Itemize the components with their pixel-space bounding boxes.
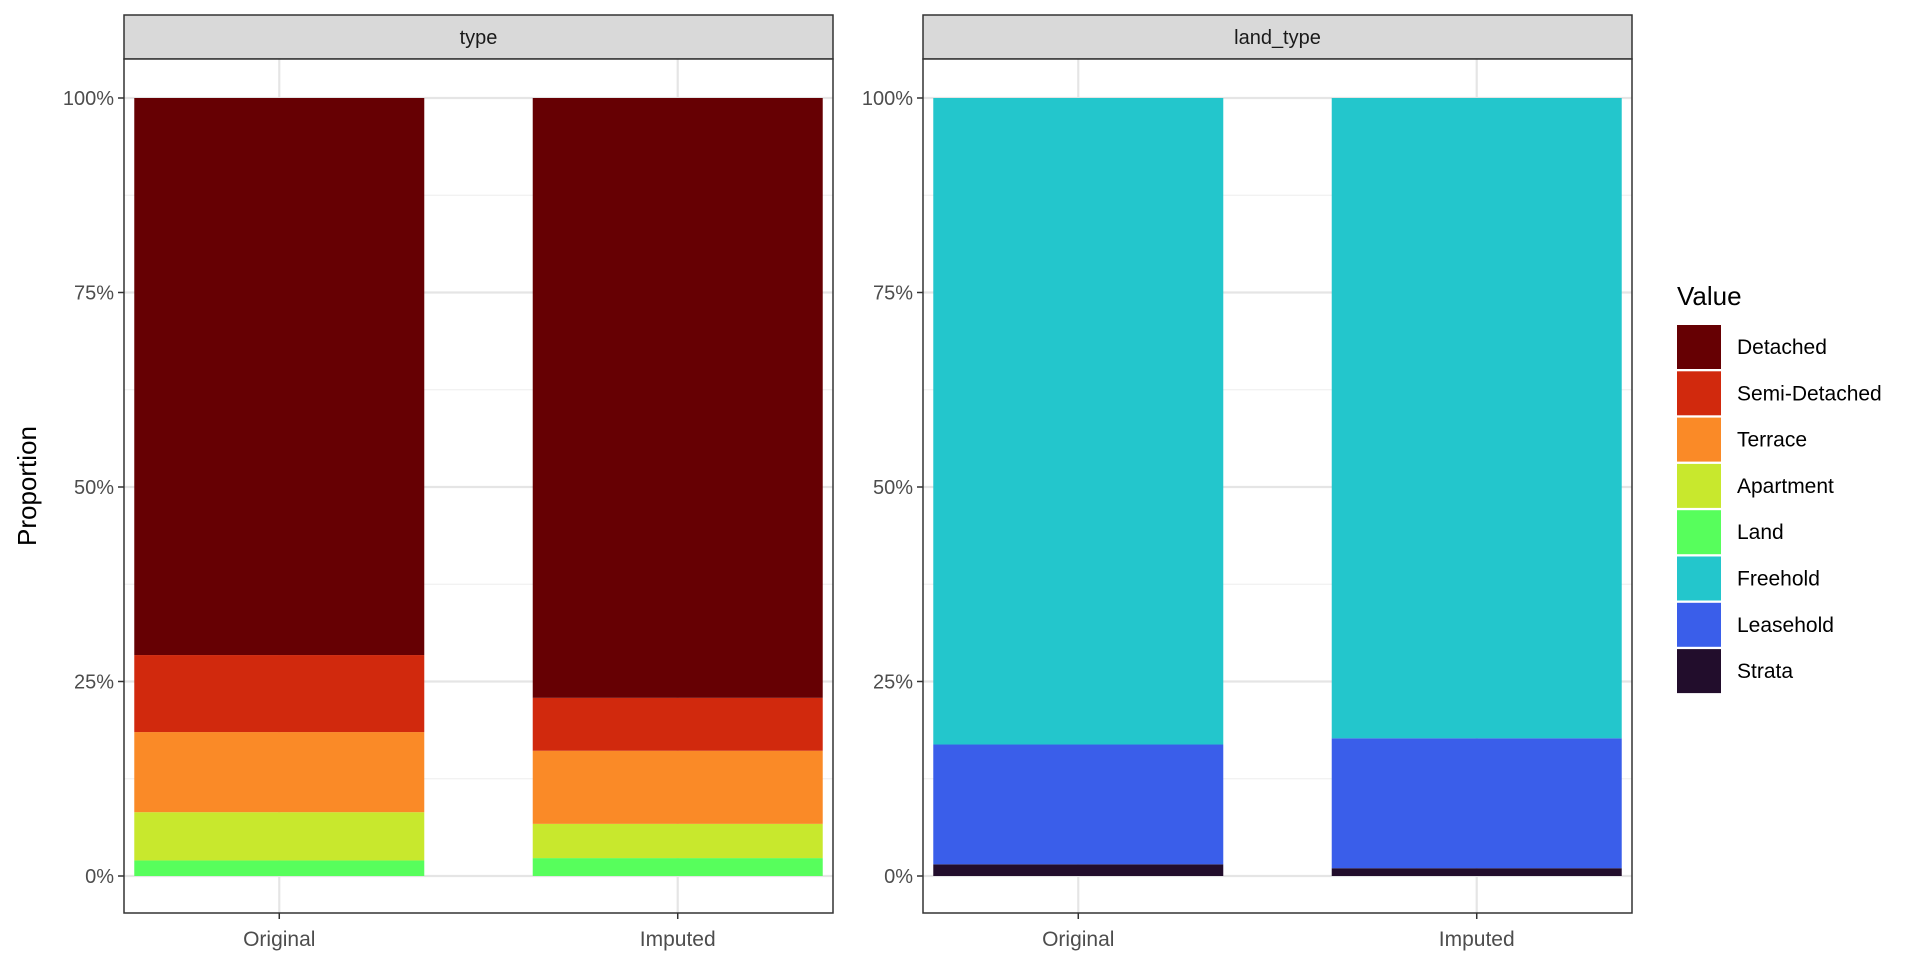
legend-label-detached: Detached: [1737, 336, 1827, 359]
legend-swatch-apartment: [1677, 463, 1721, 508]
x-tick-label: Original: [1042, 928, 1114, 951]
legend-label-semi-detached: Semi-Detached: [1737, 382, 1882, 405]
y-tick-label: 75%: [74, 283, 114, 305]
legend-swatch-strata: [1677, 649, 1721, 694]
x-tick-label: Original: [243, 928, 315, 951]
y-tick-label: 100%: [862, 88, 913, 110]
bar-segment-semi-detached: [134, 655, 425, 733]
legend-swatch-terrace: [1677, 417, 1721, 462]
y-tick-label: 75%: [873, 283, 913, 305]
legend-swatch-leasehold: [1677, 602, 1721, 647]
bar-segment-land: [532, 858, 823, 876]
panel-land-type: land_type 0% 25% 50% 75% 100% Original Imputed: [862, 14, 1633, 951]
panel-border: [922, 58, 1633, 914]
legend-swatch-detached: [1677, 325, 1721, 369]
bar-segment-land: [134, 860, 425, 876]
legend-label-leasehold: Leasehold: [1737, 614, 1834, 637]
legend-swatch-freehold: [1677, 556, 1721, 601]
bar-segment-semi-detached: [532, 697, 823, 751]
legend-title: Value: [1677, 281, 1742, 311]
bar-segment-apartment: [532, 823, 823, 859]
legend-label-apartment: Apartment: [1737, 475, 1834, 498]
y-tick-label: 50%: [74, 477, 114, 499]
y-tick-label: 0%: [884, 866, 913, 888]
bar-segment-leasehold: [1331, 738, 1622, 869]
legend-label-freehold: Freehold: [1737, 568, 1820, 591]
y-tick-label: 25%: [74, 672, 114, 694]
y-tick-label: 100%: [63, 88, 114, 110]
bar-segment-terrace: [134, 732, 425, 813]
legend-swatch-semi-detached: [1677, 371, 1721, 416]
bar-segment-strata: [933, 864, 1224, 876]
panel-border: [123, 58, 834, 914]
bar-segment-detached: [134, 98, 425, 656]
legend-label-strata: Strata: [1737, 660, 1793, 683]
x-tick-label: Imputed: [1439, 928, 1515, 951]
legend-label-land: Land: [1737, 521, 1784, 544]
panel-type: type 0% 25% 50% 75% 100% Original Imputed: [63, 14, 834, 951]
bar-segment-apartment: [134, 812, 425, 861]
bar-segment-freehold: [1331, 98, 1622, 739]
y-tick-label: 25%: [873, 672, 913, 694]
legend: Value Detached Semi-Detached Terrace Apartme…: [1677, 281, 1882, 694]
bar-segment-strata: [1331, 868, 1622, 876]
facet-strip-label: land_type: [1234, 27, 1321, 49]
bar-segment-detached: [532, 98, 823, 698]
legend-swatch-land: [1677, 510, 1721, 555]
y-tick-label: 0%: [85, 866, 114, 888]
bar-segment-freehold: [933, 98, 1224, 745]
legend-label-terrace: Terrace: [1737, 429, 1807, 452]
facet-strip: [922, 14, 1633, 60]
facet-strip: [123, 14, 834, 60]
facet-strip-label: type: [460, 27, 498, 49]
y-tick-label: 50%: [873, 477, 913, 499]
y-axis-title: Proportion: [12, 426, 42, 546]
bar-segment-terrace: [532, 750, 823, 824]
bar-segment-leasehold: [933, 744, 1224, 865]
x-tick-label: Imputed: [640, 928, 716, 951]
